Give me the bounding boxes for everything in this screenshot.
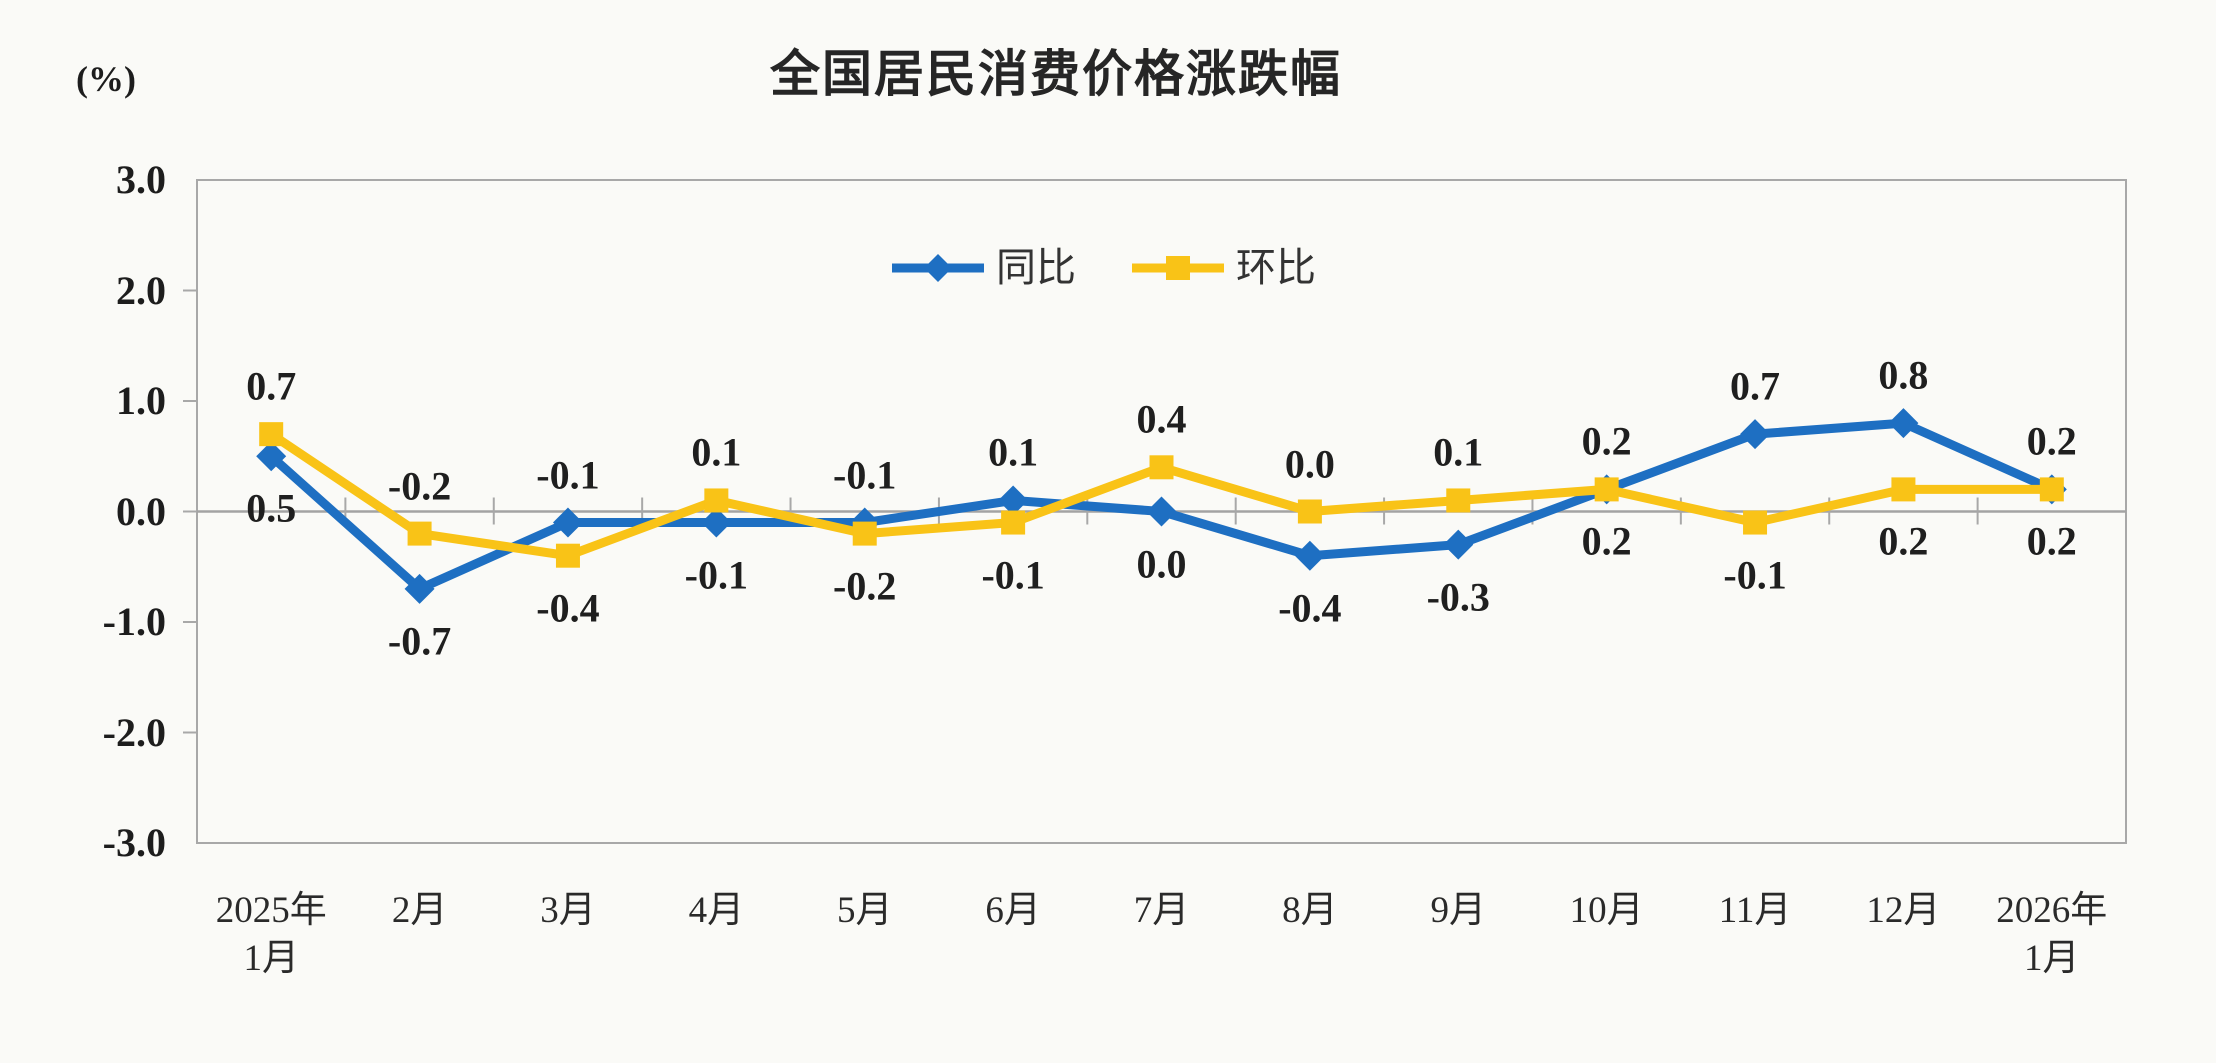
marker-square xyxy=(1446,488,1471,513)
y-tick-label: -3.0 xyxy=(102,820,166,865)
marker-square xyxy=(1891,477,1916,502)
data-label-同比: 0.2 xyxy=(1581,418,1632,464)
marker-square xyxy=(407,521,432,546)
data-label-同比: -0.1 xyxy=(536,452,600,498)
x-axis-label: 5月 xyxy=(836,890,893,931)
marker-diamond xyxy=(1740,419,1771,450)
data-label-环比: -0.4 xyxy=(536,585,600,631)
marker-diamond xyxy=(701,507,732,538)
legend-line-square-icon xyxy=(1132,256,1224,280)
marker-diamond xyxy=(1888,408,1919,439)
legend-line-diamond-icon xyxy=(892,254,984,282)
x-axis-label: 3月 xyxy=(540,890,596,931)
x-axis-label: 8月 xyxy=(1282,890,1338,931)
data-label-同比: -0.4 xyxy=(1278,585,1342,631)
marker-diamond xyxy=(1443,529,1474,560)
legend: 同比 环比 xyxy=(892,246,1316,290)
x-axis-label: 2月 xyxy=(391,890,448,931)
data-label-同比: 0.7 xyxy=(1730,363,1781,409)
x-axis-label: 6月 xyxy=(985,890,1041,931)
data-label-环比: -0.1 xyxy=(981,552,1045,598)
legend-label: 环比 xyxy=(1236,246,1316,290)
marker-diamond xyxy=(404,573,435,604)
data-label-环比: -0.2 xyxy=(833,563,897,609)
x-axis-label: 10月 xyxy=(1569,890,1644,931)
marker-square xyxy=(1297,499,1322,524)
x-axis-label: 2026年 xyxy=(1996,890,2108,931)
x-axis-label: 7月 xyxy=(1133,890,1190,931)
marker-square xyxy=(1743,510,1768,535)
y-tick-label: 1.0 xyxy=(116,378,166,423)
x-axis-label: 2025年 xyxy=(215,890,327,931)
y-tick-label: 3.0 xyxy=(116,157,166,202)
x-axis-label: 9月 xyxy=(1430,890,1487,931)
data-label-环比: 0.1 xyxy=(1433,429,1484,475)
data-label-同比: 0.1 xyxy=(988,429,1039,475)
marker-square xyxy=(259,422,284,447)
data-label-环比: 0.4 xyxy=(1136,396,1187,442)
marker-square xyxy=(1594,477,1619,502)
marker-square xyxy=(852,521,877,546)
marker-square xyxy=(555,543,580,568)
y-tick-label: -1.0 xyxy=(102,599,166,644)
data-label-环比: 0.1 xyxy=(691,429,742,475)
data-label-环比: 0.7 xyxy=(246,363,297,409)
data-label-环比: 0.0 xyxy=(1284,441,1335,486)
x-axis-label: 4月 xyxy=(688,890,745,931)
y-tick-label: 0.0 xyxy=(116,488,166,534)
y-tick-label: -2.0 xyxy=(102,709,166,755)
legend-label: 同比 xyxy=(996,246,1076,290)
marker-diamond xyxy=(256,441,287,472)
marker-square xyxy=(704,488,729,513)
x-axis-label-line2: 1月 xyxy=(2024,938,2080,979)
y-tick-label: 2.0 xyxy=(116,267,166,313)
x-axis-label: 12月 xyxy=(1866,890,1941,931)
data-label-同比: -0.1 xyxy=(833,452,897,498)
data-label-环比: 0.2 xyxy=(2026,518,2077,564)
marker-square xyxy=(1001,510,1026,535)
data-label-同比: 0.8 xyxy=(1878,352,1929,398)
data-label-同比: 0.0 xyxy=(1136,541,1187,586)
data-label-环比: 0.2 xyxy=(1581,518,1632,564)
data-label-环比: -0.2 xyxy=(387,463,452,509)
data-label-同比: -0.7 xyxy=(387,618,452,664)
marker-square xyxy=(2039,477,2064,502)
marker-square xyxy=(1149,455,1174,480)
data-label-同比: 0.5 xyxy=(246,485,297,531)
x-axis-label: 11月 xyxy=(1718,890,1792,931)
marker-diamond xyxy=(998,485,1029,516)
data-label-同比: 0.2 xyxy=(2026,418,2077,464)
data-label-同比: -0.3 xyxy=(1426,574,1490,620)
marker-diamond xyxy=(1294,540,1325,571)
marker-diamond xyxy=(1146,496,1177,527)
y-axis-unit-label: (%) xyxy=(76,59,136,99)
chart-title: 全国居民消费价格涨跌幅 xyxy=(770,46,1342,102)
data-label-同比: -0.1 xyxy=(684,552,749,598)
marker-diamond xyxy=(552,507,583,538)
legend-item-同比: 同比 xyxy=(892,246,1076,290)
x-axis-label-line2: 1月 xyxy=(243,938,299,979)
data-label-环比: -0.1 xyxy=(1723,552,1787,598)
legend-item-环比: 环比 xyxy=(1132,246,1316,290)
data-label-环比: 0.2 xyxy=(1878,518,1929,564)
